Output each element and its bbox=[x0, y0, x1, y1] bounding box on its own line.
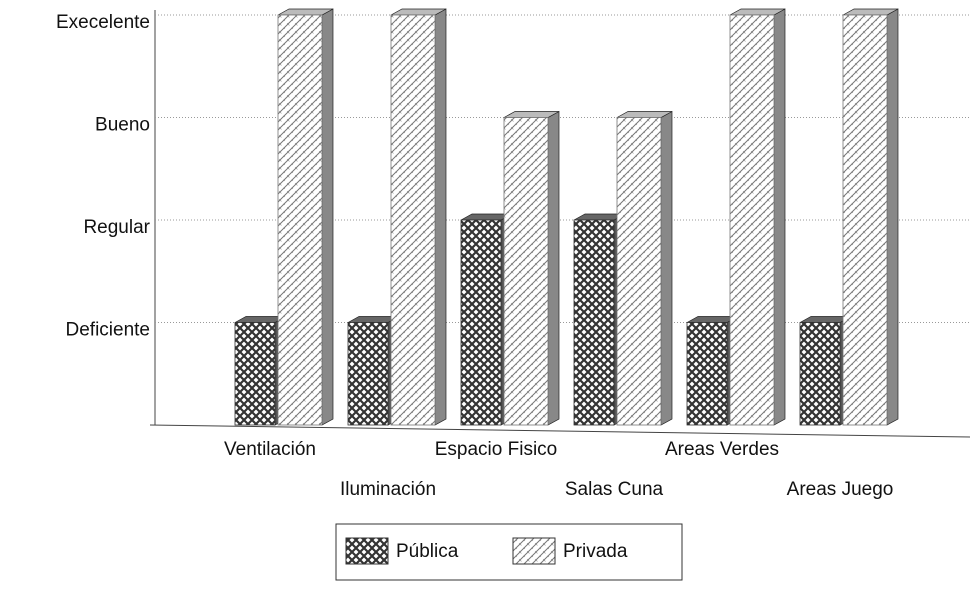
legend-box bbox=[335, 523, 683, 581]
bar bbox=[390, 8, 447, 426]
legend-swatch bbox=[345, 537, 389, 565]
y-tick-label: Regular bbox=[83, 217, 150, 238]
x-tick-label: Espacio Fisico bbox=[435, 439, 558, 460]
bar bbox=[277, 8, 334, 426]
x-tick-label: Areas Verdes bbox=[665, 439, 779, 460]
x-axis bbox=[149, 424, 971, 438]
bar-side bbox=[321, 8, 334, 426]
x-tick-label: Ventilación bbox=[224, 439, 316, 460]
bar-front bbox=[277, 14, 323, 426]
bar bbox=[842, 8, 899, 426]
legend-label: Pública bbox=[396, 541, 459, 562]
bar-front bbox=[503, 117, 549, 426]
bar-front bbox=[686, 322, 728, 426]
bar-side bbox=[773, 8, 786, 426]
bar-front bbox=[729, 14, 775, 426]
bar bbox=[503, 110, 560, 426]
bar bbox=[616, 110, 673, 426]
legend: Pública Privada bbox=[335, 523, 683, 581]
y-tick-label: Execelente bbox=[56, 12, 150, 33]
bar-front bbox=[842, 14, 888, 426]
bar-side bbox=[547, 110, 560, 426]
bar-front bbox=[234, 322, 276, 426]
bar-front bbox=[390, 14, 436, 426]
bar-side bbox=[886, 8, 899, 426]
bar-side bbox=[434, 8, 447, 426]
x-tick-label: Salas Cuna bbox=[565, 479, 664, 500]
bar-side bbox=[660, 110, 673, 426]
bar-front bbox=[799, 322, 841, 426]
legend-label: Privada bbox=[563, 541, 628, 562]
x-tick-label: Iluminación bbox=[340, 479, 436, 500]
bar-front bbox=[460, 219, 502, 426]
y-tick-label: Deficiente bbox=[66, 320, 151, 341]
x-tick-label: Areas Juego bbox=[787, 479, 894, 500]
y-tick-label: Bueno bbox=[95, 115, 150, 136]
legend-swatch bbox=[512, 537, 556, 565]
bar-front bbox=[616, 117, 662, 426]
bar bbox=[729, 8, 786, 426]
bar-front bbox=[347, 322, 389, 426]
bar-front bbox=[573, 219, 615, 426]
